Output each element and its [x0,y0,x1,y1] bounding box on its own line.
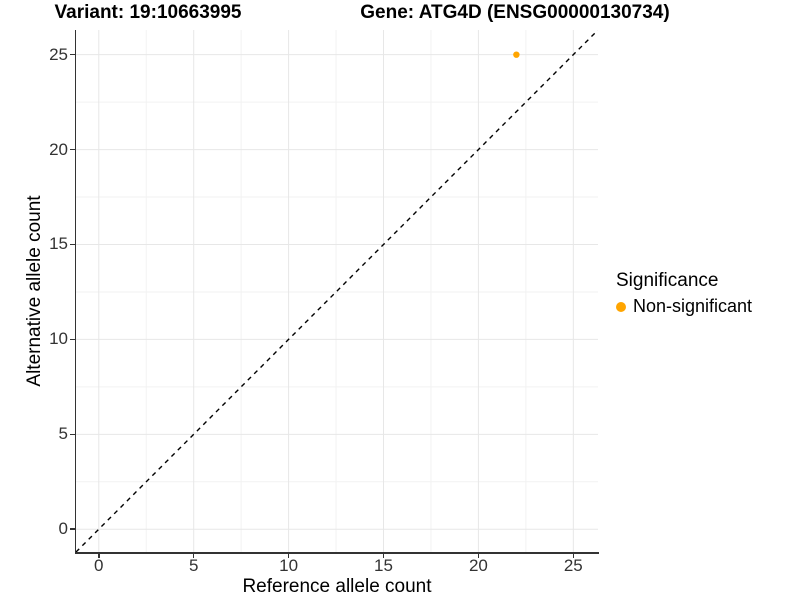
y-tick-label: 20 [49,139,68,159]
x-tick-label: 5 [188,556,199,575]
x-axis-line [74,552,599,554]
x-tick-mark [382,553,385,558]
x-tick-label: 20 [468,556,488,575]
y-axis-title: Alternative allele count [24,195,45,387]
y-tick-label: 10 [49,329,68,349]
x-tick-mark [98,553,100,558]
x-tick-mark [477,553,480,558]
gene-title: Gene: ATG4D (ENSG00000130734) [360,2,670,23]
y-tick-mark [70,528,75,530]
y-axis-line [74,30,76,554]
legend-title: Significance [616,270,719,291]
legend-entry-label: Non-significant [633,296,753,316]
x-axis-title: Reference allele count [242,576,432,597]
y-tick-mark [70,243,75,246]
y-tick-mark [70,53,75,56]
legend: Significance Non-significant [616,270,752,317]
y-tick-label: 15 [49,234,68,254]
legend-dot-icon [616,301,626,312]
variant-title: Variant: 19:10663995 [54,2,242,23]
identity-dashed-line [76,30,598,552]
data-point [513,51,520,58]
x-tick-label: 15 [374,556,393,575]
y-tick-label: 5 [58,424,68,444]
x-tick-label: 25 [563,556,583,575]
y-tick-mark [70,148,75,151]
legend-entry: Non-significant [616,296,752,317]
x-tick-label: 10 [279,556,299,575]
x-tick-label: 0 [94,556,104,575]
y-tick-mark [70,433,75,436]
y-tick-label: 0 [58,519,68,539]
x-tick-mark [192,553,195,558]
y-tick-mark [70,338,75,341]
plot-panel [76,30,598,552]
x-tick-mark [287,553,290,558]
plot-canvas [76,30,598,552]
y-tick-label: 25 [49,44,68,64]
x-tick-mark [572,553,575,558]
